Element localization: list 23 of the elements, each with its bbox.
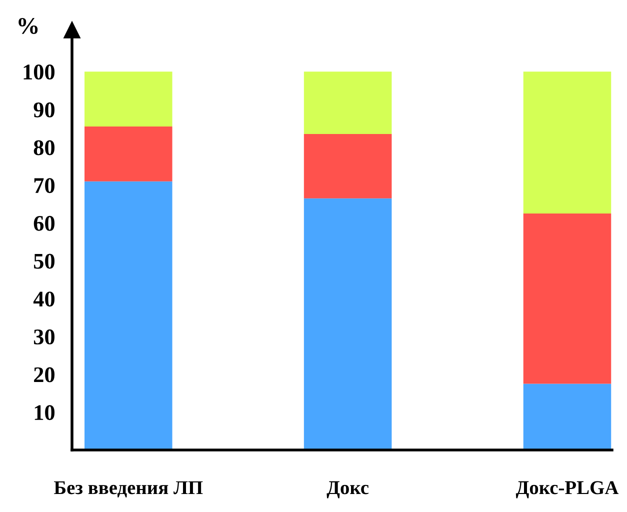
bar <box>84 126 172 182</box>
x-tick-label: Докс <box>326 481 369 498</box>
y-tick-label: 90 <box>34 102 54 118</box>
bar <box>523 72 612 214</box>
x-tick-label: Без введения ЛП <box>54 481 203 498</box>
y-tick-label: 60 <box>34 216 54 231</box>
y-tick-label: 30 <box>34 329 54 344</box>
y-tick-label: 100 <box>24 64 54 80</box>
bar <box>84 181 172 450</box>
bar <box>304 198 392 450</box>
y-tick-label: 40 <box>33 292 54 307</box>
bar <box>523 214 612 384</box>
x-tick-label: Докс-PLGA <box>516 481 619 498</box>
y-axis-title: % <box>18 18 38 34</box>
bar <box>304 72 392 134</box>
y-tick-label: 50 <box>34 254 54 269</box>
bar <box>304 134 392 198</box>
y-tick-label: 20 <box>34 367 54 382</box>
y-tick-label: 10 <box>34 405 54 420</box>
bar <box>523 384 612 450</box>
bar <box>84 72 172 126</box>
y-tick-label: 70 <box>34 178 54 194</box>
y-tick-label: 80 <box>34 140 54 156</box>
